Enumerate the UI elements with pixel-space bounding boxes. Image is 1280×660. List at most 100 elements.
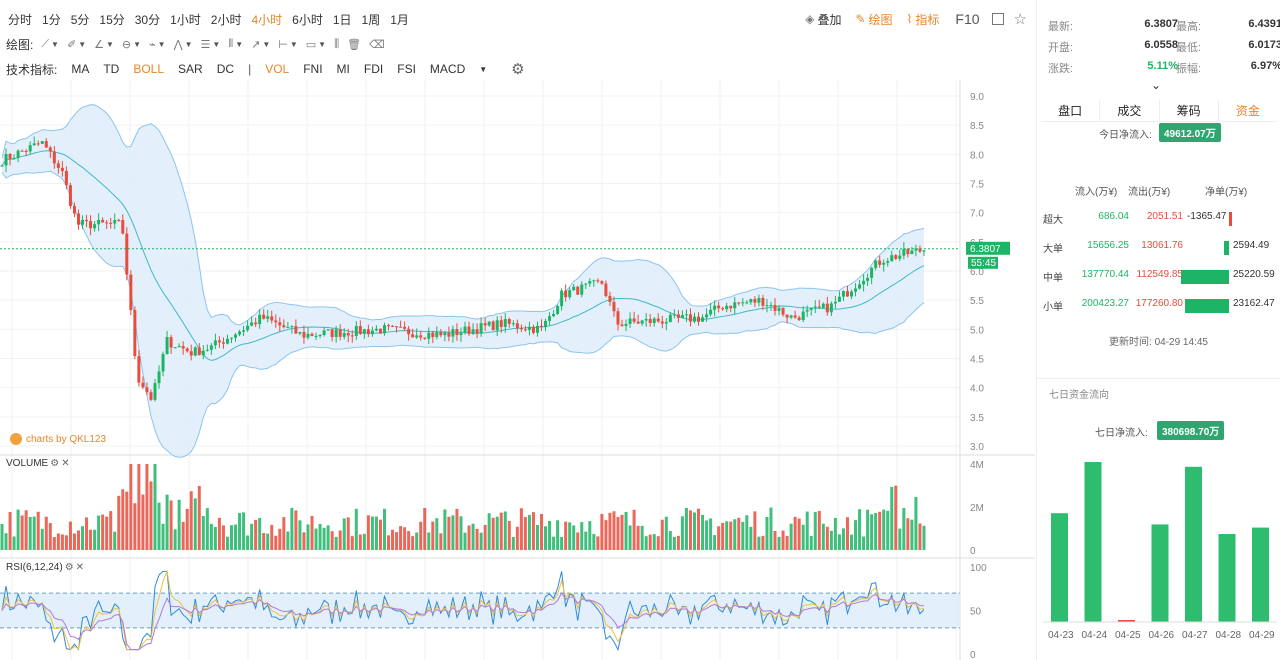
candle-body xyxy=(354,325,358,336)
brush-tool-icon[interactable]: ✐ ▼ xyxy=(66,38,87,51)
candle-body xyxy=(535,325,539,333)
indicator-fdi[interactable]: FDI xyxy=(363,62,384,76)
angle-tool-icon[interactable]: ∠ ▼ xyxy=(94,38,114,51)
candle-body xyxy=(769,304,773,306)
change-percent: 5.11% xyxy=(1147,60,1178,72)
arrow-tool-icon[interactable]: ↗ ▼ xyxy=(251,38,271,51)
period-3[interactable]: 15分 xyxy=(99,12,125,27)
candle-body xyxy=(882,262,886,265)
pattern-tool-icon[interactable]: ⋀ ▼ xyxy=(173,38,193,51)
volume-bar xyxy=(447,516,451,550)
chevron-down-icon[interactable]: ⌄ xyxy=(1151,78,1162,92)
period-0[interactable]: 分时 xyxy=(8,12,33,27)
bars-tool-icon[interactable]: ⫼ xyxy=(334,37,340,50)
volume-bar xyxy=(32,516,36,550)
period-11[interactable]: 1月 xyxy=(390,12,409,27)
tab-2[interactable]: 筹码 xyxy=(1160,100,1219,121)
line-tool-icon[interactable]: ⟋ ▼ xyxy=(41,37,59,50)
indicator-td[interactable]: TD xyxy=(103,62,120,76)
volume-bar xyxy=(238,512,242,550)
indicator-mi[interactable]: MI xyxy=(336,62,350,76)
candle-body xyxy=(680,315,684,318)
volume-bar xyxy=(334,536,338,550)
candle-body xyxy=(692,316,696,322)
countdown-badge xyxy=(968,256,998,269)
circle-tool-icon[interactable]: ⊖ ▼ xyxy=(121,38,142,51)
volume-bar xyxy=(858,509,862,550)
volume-bar xyxy=(290,507,294,550)
tab-3[interactable]: 资金 xyxy=(1235,104,1260,118)
candle-body xyxy=(374,328,378,331)
measure-tool-icon[interactable]: ⊢ ▼ xyxy=(278,38,298,51)
volume-bar xyxy=(97,515,101,550)
period-4[interactable]: 30分 xyxy=(134,12,161,27)
volume-bar xyxy=(286,531,290,550)
volume-bar xyxy=(370,516,374,550)
volume-bar xyxy=(697,508,701,550)
volume-bar xyxy=(515,526,519,550)
volume-bar xyxy=(777,536,781,550)
candlestick-chart[interactable]: 9.08.58.07.57.06.56.05.55.04.54.03.53.06… xyxy=(0,80,1035,660)
close-icon[interactable]: ✕ xyxy=(75,562,85,573)
tab-0[interactable]: 盘口 xyxy=(1041,100,1101,121)
period-5[interactable]: 1小时 xyxy=(170,12,201,27)
indicator-boll[interactable]: BOLL xyxy=(133,62,165,76)
candle-body xyxy=(616,311,620,325)
candle-body xyxy=(854,288,858,292)
indicator-vol[interactable]: VOL xyxy=(265,62,290,76)
settings-icon[interactable]: ⚙ xyxy=(50,458,60,469)
indicator-macd[interactable]: MACD xyxy=(429,62,466,76)
period-2[interactable]: 5分 xyxy=(70,12,90,27)
seven-day-title: 七日资金流向 xyxy=(1049,390,1109,401)
update-time: 更新时间: 04-29 14:45 xyxy=(1109,337,1208,348)
candle-body xyxy=(20,150,24,152)
indicator-ma[interactable]: MA xyxy=(71,62,90,76)
gann-tool-icon[interactable]: ⦀ ▼ xyxy=(228,37,244,50)
candle-body xyxy=(620,324,624,326)
candle-body xyxy=(898,255,902,259)
candle-body xyxy=(109,222,113,224)
volume-bar xyxy=(890,486,894,550)
candle-body xyxy=(463,326,467,333)
price-tick: 3.5 xyxy=(970,413,984,424)
star-icon[interactable]: ☆ xyxy=(1013,11,1027,28)
indicator-fni[interactable]: FNI xyxy=(303,62,323,76)
period-9[interactable]: 1日 xyxy=(332,12,352,27)
candle-body xyxy=(914,248,918,251)
indicator-dc[interactable]: DC xyxy=(216,62,235,76)
period-1[interactable]: 1分 xyxy=(42,12,61,27)
overlay-button[interactable]: ◈ 叠加 xyxy=(805,12,842,27)
period-6[interactable]: 2小时 xyxy=(210,12,242,27)
indicator-sar[interactable]: SAR xyxy=(178,62,203,76)
settings-icon[interactable]: ⚙ xyxy=(64,562,74,573)
candle-body xyxy=(238,331,242,335)
volume-bar xyxy=(427,532,431,550)
indicator-button[interactable]: ⌇ 指标 xyxy=(906,12,940,27)
close-icon[interactable]: ✕ xyxy=(61,458,70,469)
candle-body xyxy=(415,335,419,338)
note-tool-icon[interactable]: ▭ ▼ xyxy=(305,38,327,51)
trash-icon[interactable]: 🗑 xyxy=(347,38,362,51)
fullscreen-icon[interactable] xyxy=(991,13,1004,25)
period-8[interactable]: 6小时 xyxy=(292,12,323,27)
seven-day-label: 04-24 xyxy=(1082,630,1108,641)
gear-icon[interactable]: ⚙ xyxy=(511,61,525,78)
fib-tool-icon[interactable]: ☰ ▼ xyxy=(200,38,221,51)
volume-bar xyxy=(278,528,282,550)
candle-body xyxy=(656,318,660,322)
indicator-fsi[interactable]: FSI xyxy=(397,62,416,76)
candle-body xyxy=(48,147,52,152)
candle-body xyxy=(906,249,910,255)
period-7[interactable]: 4小时 xyxy=(251,12,283,27)
tab-1[interactable]: 成交 xyxy=(1100,100,1160,121)
period-10[interactable]: 1周 xyxy=(361,12,381,27)
drawing-label: 绘图: xyxy=(6,37,34,52)
eraser-icon[interactable]: ⌫ xyxy=(369,38,385,51)
wave-tool-icon[interactable]: ⌁ ▼ xyxy=(149,38,166,51)
candle-body xyxy=(531,326,535,333)
draw-button[interactable]: ✎ 绘图 xyxy=(855,12,893,27)
f10-button[interactable]: F10 xyxy=(955,11,980,27)
candle-body xyxy=(503,319,507,327)
volume-bar xyxy=(511,537,515,550)
more-indicators-icon[interactable]: ▼ xyxy=(479,64,488,74)
